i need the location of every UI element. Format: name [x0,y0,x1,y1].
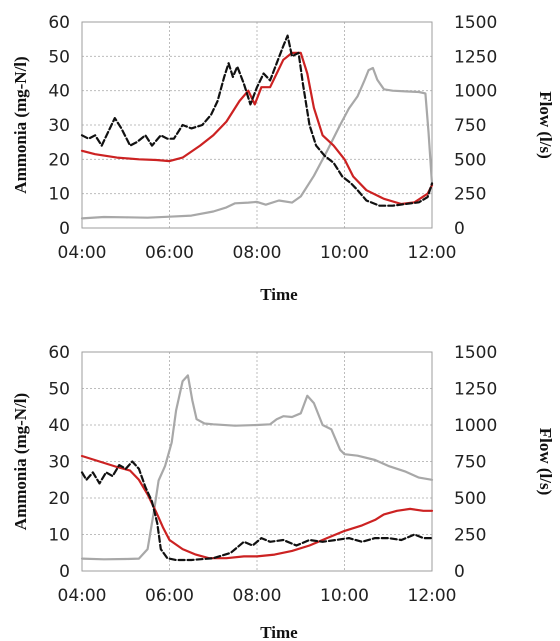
y-tick-label: 0 [59,562,70,582]
y-tick-label: 50 [48,47,70,67]
y2-tick-label: 1250 [454,47,497,67]
y2-tick-label: 500 [454,150,486,170]
x-tick-label: 08:00 [233,243,282,263]
y-tick-label: 60 [48,13,70,33]
x-tick-label: 12:00 [408,586,457,606]
y2-tick-label: 0 [454,219,465,239]
y-tick-label: 60 [48,343,70,363]
y-tick-label: 10 [48,185,70,205]
y-axis-title: Ammonia (mg-N/l) [11,393,30,530]
ammonia-red-series-line [80,51,434,206]
x-axis-title: Time [260,285,298,304]
flow-series-line [80,374,434,561]
y2-tick-label: 1500 [454,343,497,363]
y-tick-label: 0 [59,219,70,239]
chart-panel-bottom: 0 10 20 30 40 50 60 0 250 500 750 1000 1250 1500 04:00… [11,343,555,641]
x-tick-label: 10:00 [320,586,369,606]
x-tick-label: 04:00 [58,243,107,263]
x-tick-label: 10:00 [320,243,369,263]
y-axis-title: Ammonia (mg-N/l) [11,56,30,193]
y2-tick-label: 250 [454,526,486,546]
x-tick-label: 12:00 [408,243,457,263]
x-tick-label: 06:00 [145,243,194,263]
plot-frame [81,21,433,229]
y2-tick-label: 1500 [454,13,497,33]
y-tick-label: 30 [48,116,70,136]
y2-tick-label: 1000 [454,82,497,102]
ammonia-dashed-series-line [80,34,434,207]
y2-tick-label: 1000 [454,416,497,436]
ammonia-red-series-line [80,454,434,560]
y-tick-label: 20 [48,150,70,170]
plot-frame [81,351,433,572]
x-tick-label: 06:00 [145,586,194,606]
x-tick-label: 08:00 [233,586,282,606]
y2-tick-label: 1250 [454,380,497,400]
y-tick-label: 10 [48,526,70,546]
y2-tick-label: 500 [454,489,486,509]
x-axis-title: Time [260,623,298,641]
y2-tick-label: 250 [454,185,486,205]
y-tick-label: 40 [48,82,70,102]
y2-tick-label: 750 [454,116,486,136]
y-tick-label: 20 [48,489,70,509]
y2-axis-title: Flow (l/s) [536,428,555,496]
y2-tick-label: 750 [454,453,486,473]
y2-axis-title: Flow (l/s) [536,91,555,159]
y2-tick-label: 0 [454,562,465,582]
x-tick-label: 04:00 [58,586,107,606]
chart-panel-top: 0 10 20 30 40 50 60 0 250 500 750 1000 1250 1500 04:00… [11,13,555,304]
y-tick-label: 40 [48,416,70,436]
y-tick-label: 30 [48,453,70,473]
y-tick-label: 50 [48,380,70,400]
ammonia-dashed-series-line [80,460,434,562]
flow-series-line [80,66,434,220]
